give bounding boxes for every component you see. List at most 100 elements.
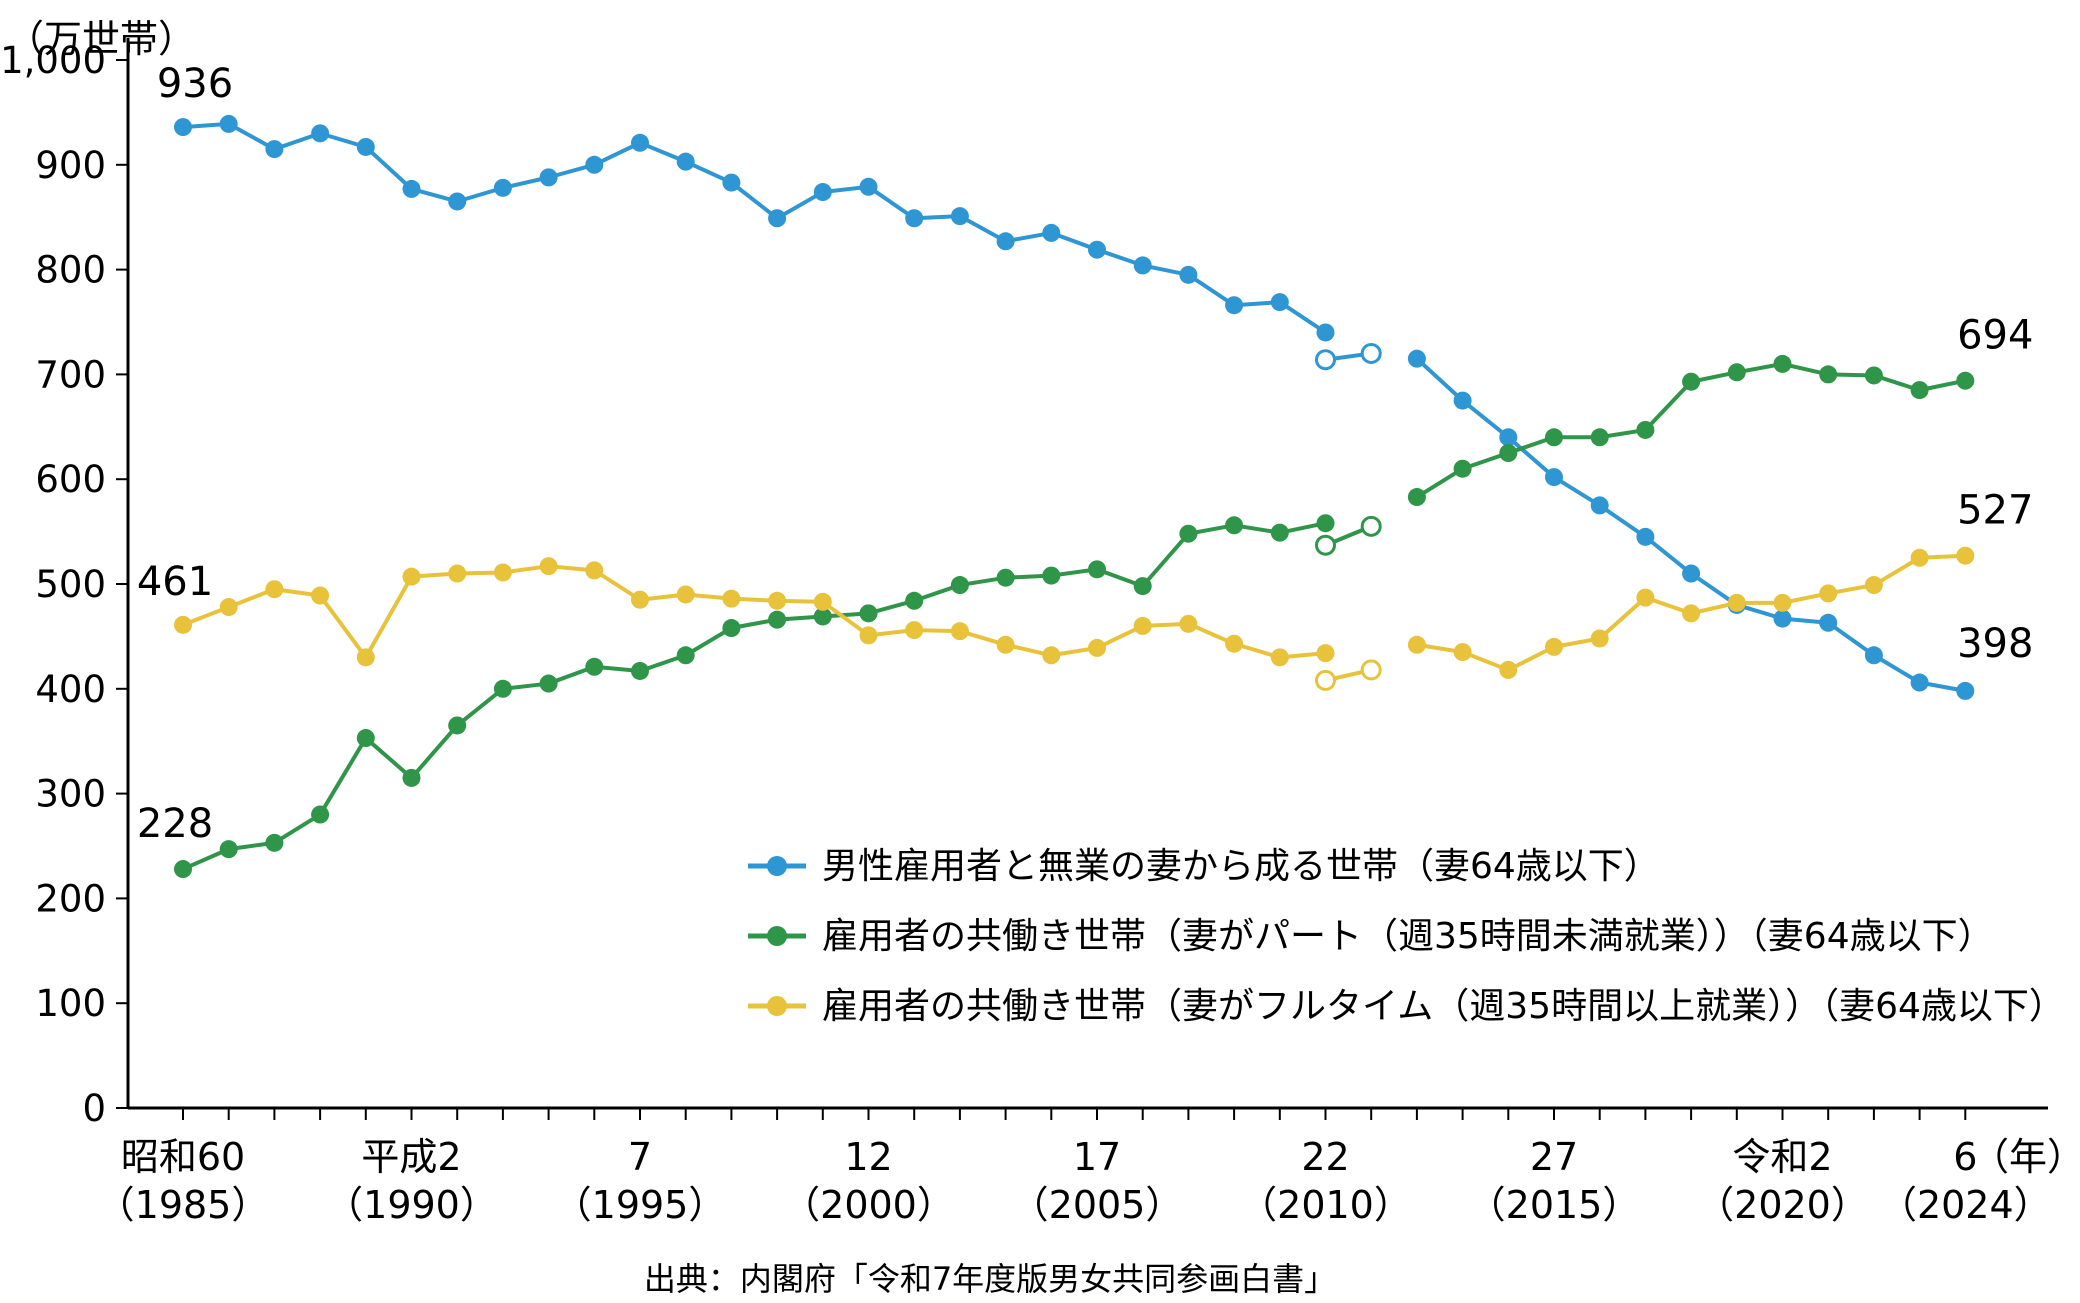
point-dual-income-wife-full-time	[1773, 593, 1792, 612]
point-husband-employed-wife-nonworking	[174, 118, 192, 137]
point-dual-income-wife-part-time	[1819, 365, 1838, 384]
point-dual-income-wife-part-time	[1270, 523, 1289, 542]
point-dual-income-wife-full-time	[1042, 646, 1061, 665]
point-dual-income-wife-full-time	[493, 563, 512, 582]
point-husband-employed-wife-nonworking	[1773, 609, 1792, 628]
point-dual-income-wife-part-time	[356, 729, 375, 748]
point-dual-income-wife-part-time	[1590, 428, 1609, 447]
line-dual-income-wife-full-time	[181, 564, 1328, 660]
point-dual-income-wife-part-time	[1545, 428, 1563, 447]
point-husband-employed-wife-nonworking	[1864, 646, 1883, 665]
hollow-point-husband-employed-wife-nonworking	[1360, 342, 1382, 364]
x-tick-label-era: 昭和60	[121, 1135, 245, 1179]
point-husband-employed-wife-nonworking	[1270, 293, 1289, 312]
hollow-point-husband-employed-wife-nonworking	[1315, 349, 1336, 371]
y-tick-label: 300	[35, 773, 106, 816]
point-husband-employed-wife-nonworking	[402, 179, 421, 198]
value-label-398: 398	[1957, 621, 2033, 667]
point-husband-employed-wife-nonworking	[1133, 256, 1152, 275]
point-husband-employed-wife-nonworking	[1682, 564, 1701, 583]
point-dual-income-wife-part-time	[1910, 381, 1929, 400]
point-husband-employed-wife-nonworking	[356, 137, 375, 156]
point-dual-income-wife-part-time	[1499, 444, 1518, 462]
y-tick-label: 0	[82, 1087, 106, 1130]
point-husband-employed-wife-nonworking	[265, 140, 284, 159]
point-dual-income-wife-full-time	[1179, 614, 1198, 633]
point-dual-income-wife-full-time	[950, 622, 969, 641]
point-dual-income-wife-part-time	[813, 607, 832, 626]
y-axis-unit-label: （万世帯）	[6, 17, 197, 61]
x-tick-label-era: 22	[1301, 1135, 1349, 1179]
x-tick-label-year: （2020）	[1696, 1183, 1869, 1227]
point-dual-income-wife-part-time	[1956, 371, 1975, 390]
point-dual-income-wife-full-time	[1590, 629, 1609, 648]
hollow-point-dual-income-wife-part-time	[1315, 534, 1336, 556]
point-dual-income-wife-full-time	[859, 626, 878, 645]
point-husband-employed-wife-nonworking	[676, 152, 695, 171]
point-husband-employed-wife-nonworking	[631, 133, 649, 152]
x-tick-label-era: 平成2	[361, 1135, 461, 1179]
point-dual-income-wife-full-time	[676, 585, 695, 604]
x-tick-label-era: 令和2	[1732, 1135, 1832, 1179]
point-dual-income-wife-full-time	[1407, 635, 1426, 654]
point-husband-employed-wife-nonworking	[1453, 391, 1472, 410]
value-label-461: 461	[137, 559, 213, 605]
point-dual-income-wife-full-time	[219, 598, 238, 617]
point-dual-income-wife-full-time	[539, 557, 558, 576]
point-dual-income-wife-full-time	[1956, 546, 1975, 565]
point-husband-employed-wife-nonworking	[1225, 296, 1244, 315]
point-dual-income-wife-full-time	[265, 580, 284, 599]
point-dual-income-wife-full-time	[1316, 644, 1335, 663]
point-dual-income-wife-full-time	[813, 592, 832, 611]
point-husband-employed-wife-nonworking	[905, 209, 924, 228]
x-tick-label-year: （2005）	[1011, 1183, 1184, 1227]
legend-label-dual-income-wife-part-time: 雇用者の共働き世帯（妻がパート（週35時間未満就業））（妻64歳以下）	[822, 916, 1994, 957]
point-dual-income-wife-full-time	[585, 561, 604, 580]
x-tick-label-year: （2000）	[782, 1183, 955, 1227]
point-dual-income-wife-part-time	[859, 604, 878, 623]
x-tick-label-era: 27	[1530, 1135, 1578, 1179]
point-dual-income-wife-part-time	[219, 840, 238, 859]
y-tick-label: 200	[35, 877, 106, 920]
point-dual-income-wife-full-time	[905, 621, 924, 640]
point-husband-employed-wife-nonworking	[539, 168, 558, 187]
point-dual-income-wife-part-time	[1864, 366, 1883, 385]
value-label-527: 527	[1957, 488, 2033, 534]
hollow-point-dual-income-wife-full-time	[1315, 669, 1336, 691]
value-label-936: 936	[157, 61, 233, 107]
point-dual-income-wife-full-time	[1499, 660, 1518, 679]
x-tick-label-year: （1995）	[554, 1183, 727, 1227]
point-dual-income-wife-part-time	[950, 576, 969, 595]
value-label-694: 694	[1957, 313, 2033, 359]
point-dual-income-wife-part-time	[1727, 363, 1746, 382]
point-dual-income-wife-full-time	[1727, 593, 1746, 612]
y-tick-label: 100	[35, 982, 106, 1025]
point-dual-income-wife-full-time	[174, 615, 192, 634]
point-dual-income-wife-part-time	[1225, 516, 1244, 535]
point-dual-income-wife-part-time	[1453, 459, 1472, 478]
point-dual-income-wife-part-time	[402, 768, 421, 787]
point-husband-employed-wife-nonworking	[813, 183, 832, 202]
point-husband-employed-wife-nonworking	[1819, 613, 1838, 632]
point-dual-income-wife-part-time	[676, 646, 695, 665]
point-dual-income-wife-full-time	[1225, 634, 1244, 653]
source-citation: 出典：内閣府「令和7年度版男女共同参画白書」	[643, 1260, 1337, 1298]
point-dual-income-wife-full-time	[1864, 576, 1883, 595]
point-dual-income-wife-part-time	[1636, 420, 1655, 439]
point-dual-income-wife-part-time	[905, 591, 924, 610]
point-dual-income-wife-full-time	[1682, 604, 1701, 623]
point-husband-employed-wife-nonworking	[585, 155, 604, 174]
point-husband-employed-wife-nonworking	[1042, 223, 1061, 242]
y-tick-label: 900	[35, 144, 106, 187]
legend-marker-husband-employed-wife-nonworking	[767, 856, 787, 876]
x-tick-label-era: 17	[1073, 1135, 1121, 1179]
point-dual-income-wife-full-time	[1545, 637, 1563, 656]
line-husband-employed-wife-nonworking	[181, 121, 1328, 335]
legend-label-dual-income-wife-full-time: 雇用者の共働き世帯（妻がフルタイム（週35時間以上就業））（妻64歳以下）	[822, 986, 2065, 1027]
legend-marker-dual-income-wife-part-time	[767, 926, 787, 946]
x-tick-label-era: 7	[628, 1135, 652, 1179]
point-husband-employed-wife-nonworking	[768, 209, 787, 228]
y-tick-label: 600	[35, 458, 106, 501]
